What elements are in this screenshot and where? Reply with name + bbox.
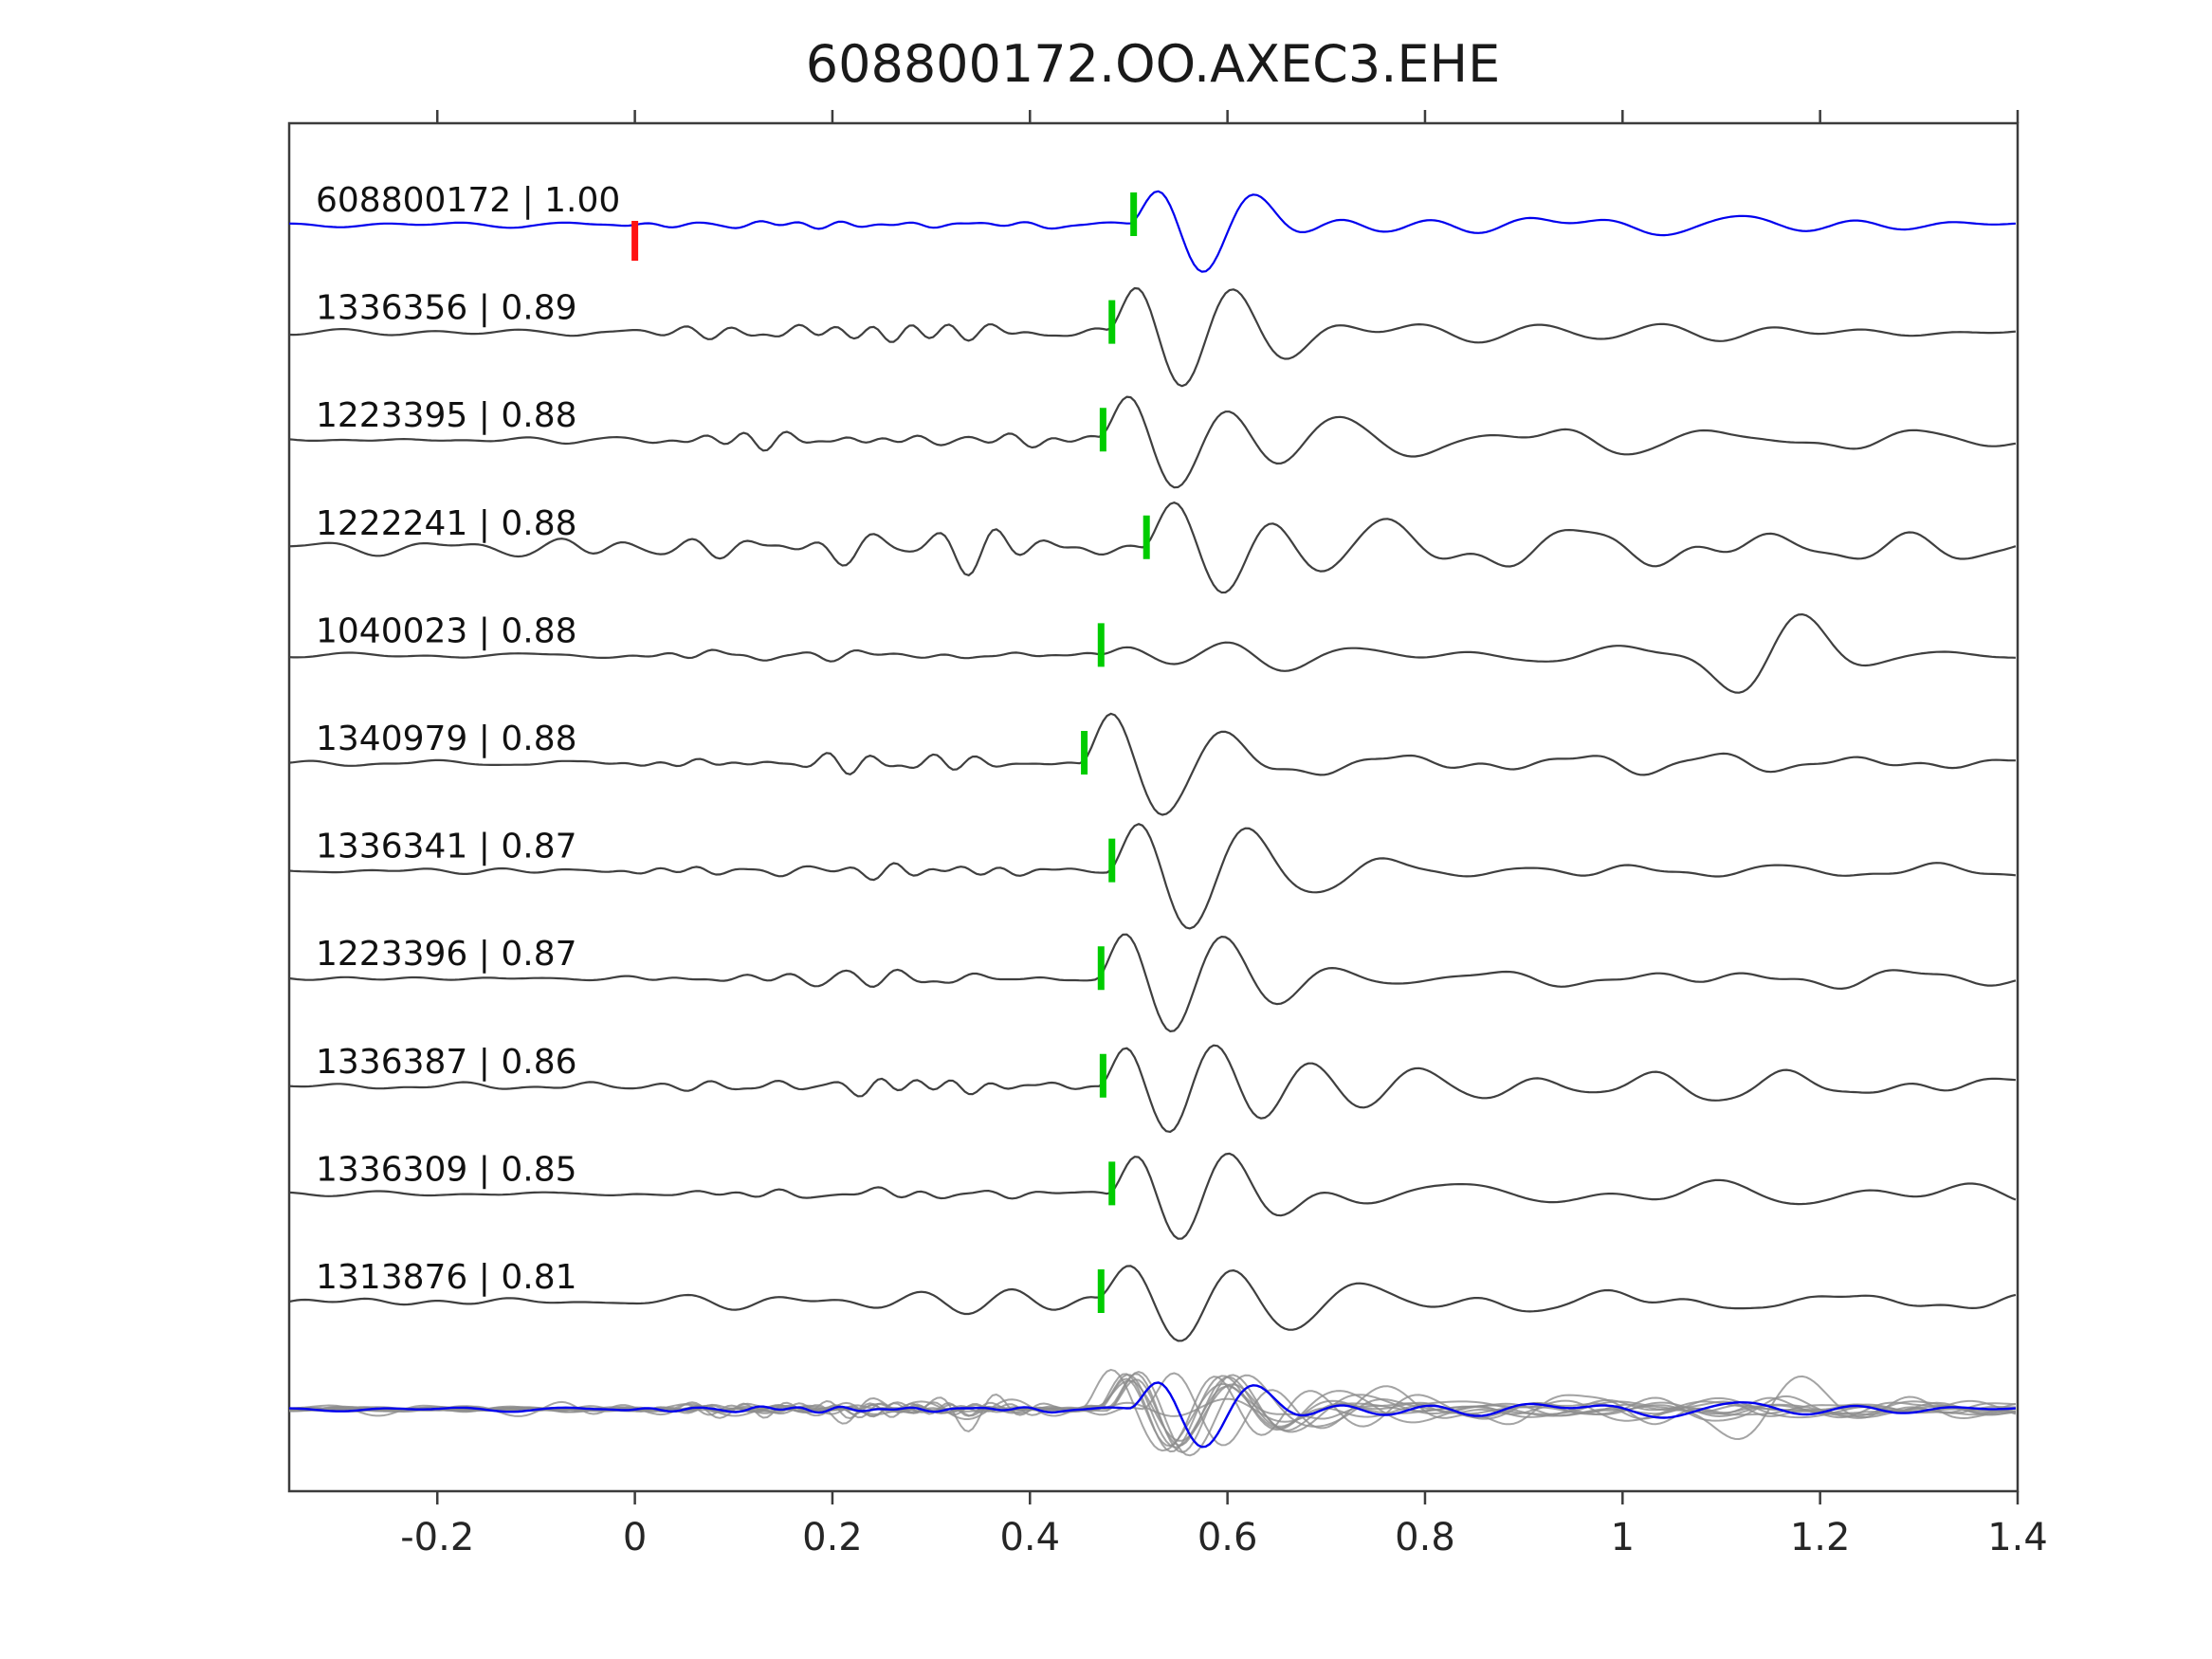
trace-1223395 [289, 395, 2017, 489]
trace-1223396 [289, 933, 2017, 1032]
trace-label: 1040023 | 0.88 [316, 611, 577, 650]
trace-1336356 [289, 286, 2016, 388]
trace-label: 1336387 | 0.86 [316, 1043, 577, 1082]
overlay-trace-1040023 [289, 1375, 2016, 1440]
overlay-trace-608800172 [289, 1381, 2016, 1449]
plot-border [287, 121, 2020, 1493]
trace-label: 1222241 | 0.88 [316, 504, 577, 543]
x-tick-label: 0.2 [802, 1516, 863, 1559]
plot-area: -0.2 0 0.2 0.4 0.6 0.8 1 1.2 1.4 608800172 | 1.00… [287, 110, 2048, 1559]
trace-label: 1336341 | 0.87 [316, 828, 577, 866]
trace-label: 1223395 | 0.88 [316, 396, 577, 435]
x-tick-label: 0.4 [999, 1516, 1060, 1559]
x-tick-label: 1 [1611, 1516, 1635, 1559]
trace-label: 1223396 | 0.87 [316, 935, 577, 974]
trace-1340979 [289, 712, 2016, 816]
trace-1336341 [289, 823, 2017, 930]
x-tick-label: 1.2 [1790, 1516, 1851, 1559]
trace-label: 1336356 | 0.89 [316, 289, 577, 328]
trace-label: 1340979 | 0.88 [316, 720, 577, 758]
trace-label: 608800172 | 1.00 [316, 181, 620, 220]
x-tick-label: 0 [623, 1516, 647, 1559]
overlay-trace-1336356 [289, 1373, 2016, 1453]
trace-label: 1336309 | 0.85 [316, 1150, 577, 1189]
trace-1222241 [289, 501, 2017, 594]
x-tick-label: 0.8 [1395, 1516, 1455, 1559]
trace-608800172 [289, 190, 2016, 273]
trace-1313876 [289, 1265, 2017, 1342]
x-tick-label: 0.6 [1197, 1516, 1258, 1559]
trace-label: 1313876 | 0.81 [316, 1258, 577, 1297]
x-tick-label: 1.4 [1987, 1516, 2048, 1559]
trace-1336309 [289, 1152, 2017, 1240]
chart-title: 608800172.OO.AXEC3.EHE [806, 34, 1500, 94]
trace-1040023 [289, 613, 2016, 694]
x-tick-label: -0.2 [400, 1516, 474, 1559]
trace-1336387 [289, 1044, 2016, 1133]
